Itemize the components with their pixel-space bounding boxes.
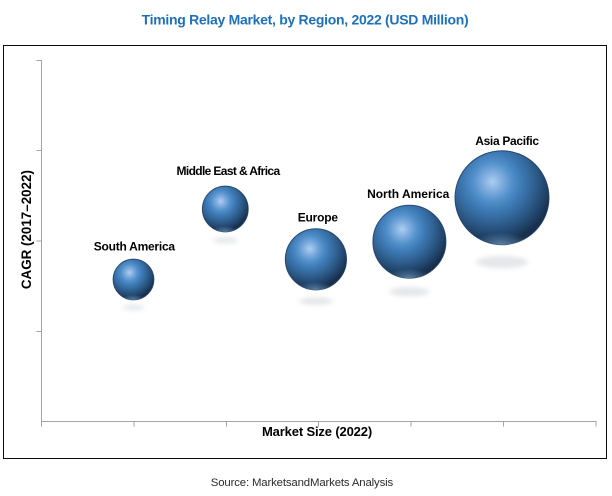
svg-text:Asia Pacific: Asia Pacific — [475, 134, 539, 148]
svg-text:North America: North America — [367, 187, 450, 201]
svg-text:Market Size (2022): Market Size (2022) — [262, 424, 372, 439]
svg-text:CAGR (2017–2022): CAGR (2017–2022) — [19, 170, 34, 289]
svg-text:Timing Relay Market, by Region: Timing Relay Market, by Region, 2022 (US… — [142, 12, 469, 28]
svg-text:South America: South America — [94, 240, 176, 254]
svg-text:Europe: Europe — [298, 211, 339, 225]
svg-text:Middle East & Africa: Middle East & Africa — [177, 164, 281, 178]
svg-text:Source: MarketsandMarkets Anal: Source: MarketsandMarkets Analysis — [211, 477, 394, 489]
